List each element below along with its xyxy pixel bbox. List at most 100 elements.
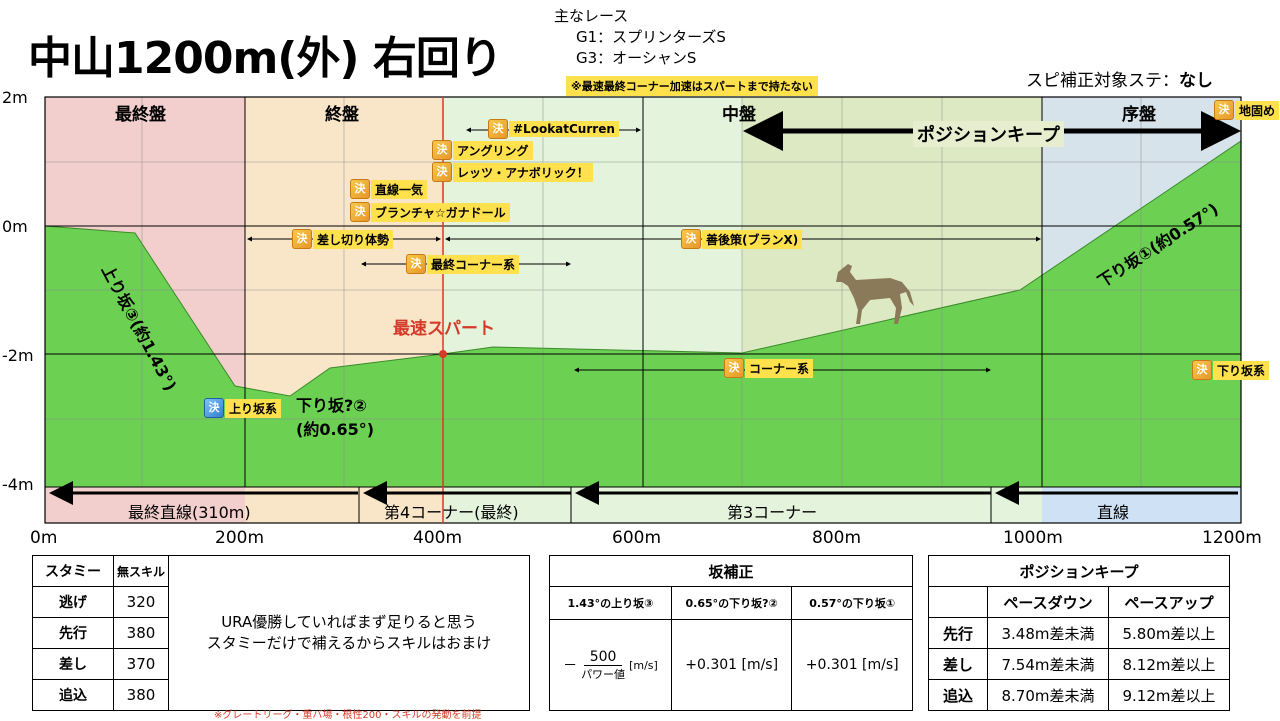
- skill-tag-final-corner: 決最終コーナー系: [406, 254, 520, 274]
- skill-tag-down-slope: 決下り坂系: [1192, 360, 1270, 380]
- message-line-2: スタミーだけで補えるからスキルはおまけ: [206, 634, 492, 652]
- position-keep-label: ポジションキープ: [913, 121, 1064, 147]
- skill-tag-lets: 決レッツ・アナボリック！: [432, 162, 593, 182]
- stamina-senko: 380: [113, 617, 169, 649]
- race-g3: G3：オーシャンS: [576, 49, 697, 67]
- skill-label: アングリング: [453, 140, 533, 160]
- x-tick-800m: 800m: [812, 528, 862, 548]
- y-tick-minus2m: -2m: [2, 346, 34, 365]
- skill-tag-zengo: 決善後策(ブランX): [681, 229, 803, 249]
- poskeep-col-down: ペースダウン: [987, 586, 1109, 618]
- poskeep-style-senko: 先行: [928, 617, 988, 649]
- phase-label-mid: 中盤: [722, 105, 756, 125]
- formula-fraction: 500 パワー値: [581, 649, 625, 682]
- slope-val-3: +0.301 [m/s]: [791, 619, 913, 711]
- skill-label: 善後策(ブランX): [702, 229, 803, 249]
- course-diagram: [44, 96, 1242, 524]
- poskeep-style-sashi: 差し: [928, 648, 988, 680]
- x-tick-600m: 600m: [612, 528, 662, 548]
- skill-label: 直線一気: [371, 179, 428, 199]
- formula-minus: －: [563, 658, 578, 674]
- section-corner3: 第3コーナー: [727, 503, 818, 522]
- skill-label: レッツ・アナボリック！: [453, 162, 593, 182]
- stamina-nige: 320: [113, 586, 169, 618]
- style-nige: 逃げ: [32, 586, 114, 618]
- skill-icon: 決: [1192, 360, 1212, 380]
- slope-table-title: 坂補正: [549, 555, 913, 587]
- poskeep-blank: [928, 586, 988, 618]
- poskeep-down-oikomi: 8.70m差未満: [987, 679, 1109, 711]
- section-straight: 直線: [1097, 503, 1130, 522]
- style-sashi: 差し: [32, 648, 114, 680]
- poskeep-down-senko: 3.48m差未満: [987, 617, 1109, 649]
- skill-label: #LookatCurren: [509, 121, 619, 137]
- page-title: 中山1200m(外) 右回り: [28, 33, 503, 84]
- skill-label: 最終コーナー系: [427, 254, 520, 274]
- formula-denominator: パワー値: [581, 667, 626, 681]
- style-senko: 先行: [32, 617, 114, 649]
- phase-label-final: 最終盤: [115, 105, 166, 125]
- poskeep-title: ポジションキープ: [928, 555, 1230, 587]
- stamina-table: スタミー 無スキル URA優勝していればまず足りると思う スタミーだけで補えるか…: [32, 555, 530, 711]
- stamina-oikomi: 380: [113, 679, 169, 711]
- poskeep-up-sashi: 8.12m差以上: [1108, 648, 1230, 680]
- stamina-message: URA優勝していればまず足りると思う スタミーだけで補えるからスキルはおまけ: [168, 555, 530, 711]
- slope-correction-table: 坂補正 1.43°の上り坂③ 0.65°の下り坂?② 0.57°の下り坂① － …: [549, 555, 913, 711]
- x-tick-400m: 400m: [413, 528, 463, 548]
- section-final-straight: 最終直線(310m): [128, 503, 251, 522]
- x-tick-1000m: 1000m: [1003, 528, 1063, 548]
- skill-icon: 決: [724, 358, 744, 378]
- skill-label: 差し切り体勢: [313, 229, 394, 249]
- skill-icon: 決: [204, 398, 224, 418]
- skill-icon: 決: [488, 119, 508, 139]
- y-tick-minus4m: -4m: [2, 475, 34, 494]
- phase-label-early: 序盤: [1122, 105, 1156, 125]
- poskeep-style-oikomi: 追込: [928, 679, 988, 711]
- no-skill-header: 無スキル: [113, 555, 169, 587]
- poskeep-col-up: ペースアップ: [1108, 586, 1230, 618]
- stamina-header: スタミー: [32, 555, 114, 587]
- skill-icon: 決: [1214, 100, 1234, 120]
- skill-label: 地固め: [1235, 100, 1280, 120]
- phase-label-end: 終盤: [325, 105, 359, 125]
- stamina-sashi: 370: [113, 648, 169, 680]
- spurt-point: [439, 350, 447, 358]
- top-note: ※最速最終コーナー加速はスパートまで持たない: [566, 76, 818, 96]
- y-tick-0m: 0m: [2, 217, 28, 236]
- x-tick-0m: 0m: [30, 528, 58, 548]
- footnote: ※グレートリーグ・重バ場・根性200・スキルの発動を前提: [214, 710, 482, 721]
- section-corner4: 第4コーナー(最終): [384, 503, 519, 522]
- y-tick-2m: 2m: [2, 88, 28, 107]
- poskeep-down-sashi: 7.54m差未満: [987, 648, 1109, 680]
- skill-tag-angling: 決アングリング: [432, 140, 533, 160]
- skill-icon: 決: [406, 254, 426, 274]
- formula-unit: [m/s]: [629, 658, 658, 672]
- skill-icon: 決: [350, 202, 370, 222]
- formula-numerator: 500: [583, 649, 623, 666]
- skill-tag-chokusen: 決直線一気: [350, 179, 428, 199]
- x-tick-1200m: 1200m: [1202, 528, 1262, 548]
- position-keep-table: ポジションキープ ペースダウン ペースアップ 先行 3.48m差未満 5.80m差以…: [928, 555, 1230, 711]
- slope-label-down2-a: 下り坂?②: [296, 396, 367, 415]
- speed-correction-stat: スピ補正対象ステ：なし: [1026, 66, 1213, 91]
- message-line-1: URA優勝していればまず足りると思う: [221, 613, 477, 631]
- slope-formula: － 500 パワー値 [m/s]: [549, 619, 672, 711]
- spi-value: なし: [1179, 71, 1213, 91]
- skill-icon: 決: [432, 140, 452, 160]
- skill-tag-lookat: 決 #LookatCurren: [488, 119, 619, 139]
- poskeep-up-senko: 5.80m差以上: [1108, 617, 1230, 649]
- skill-icon: 決: [350, 179, 370, 199]
- skill-label: ブランチャ☆ガナドール: [371, 202, 510, 222]
- skill-tag-blanche: 決ブランチャ☆ガナドール: [350, 202, 510, 222]
- slope-col-3: 0.57°の下り坂①: [791, 586, 913, 620]
- skill-tag-up-slope: 決上り坂系: [204, 398, 282, 418]
- skill-icon: 決: [681, 229, 701, 249]
- slope-col-1: 1.43°の上り坂③: [549, 586, 672, 620]
- skill-tag-corner: 決コーナー系: [724, 358, 814, 378]
- poskeep-up-oikomi: 9.12m差以上: [1108, 679, 1230, 711]
- spi-label: スピ補正対象ステ：: [1026, 71, 1179, 91]
- skill-label: コーナー系: [745, 358, 814, 378]
- slope-col-2: 0.65°の下り坂?②: [670, 586, 793, 620]
- horse-icon: [836, 264, 914, 324]
- race-g1: G1：スプリンターズS: [576, 28, 726, 46]
